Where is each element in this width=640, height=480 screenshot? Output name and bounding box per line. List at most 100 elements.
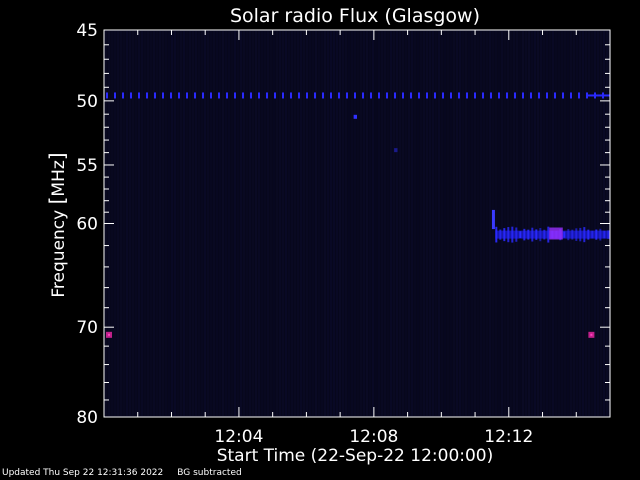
texture-streak (399, 31, 401, 416)
texture-streak (567, 31, 569, 416)
texture-streak (441, 31, 443, 416)
burst-streak (587, 229, 590, 240)
texture-streak (375, 31, 377, 416)
texture-streak (300, 31, 302, 416)
texture-streak (231, 31, 233, 416)
texture-streak (186, 31, 188, 416)
texture-streak (237, 31, 239, 416)
texture-streak (129, 31, 131, 416)
interference-dash (458, 92, 460, 99)
texture-streak (573, 31, 575, 416)
burst-streak (539, 228, 542, 242)
texture-streak (180, 31, 182, 416)
texture-streak (306, 31, 308, 416)
interference-dash (194, 92, 196, 99)
texture-streak (579, 31, 581, 416)
y-axis-label: Frequency [MHz] (45, 152, 69, 297)
interference-dash (474, 92, 476, 99)
burst-streak (575, 228, 578, 241)
texture-streak (561, 31, 563, 416)
texture-streak (495, 31, 497, 416)
burst-streak (571, 229, 574, 240)
interference-dash (530, 92, 532, 99)
texture-streak (456, 31, 458, 416)
texture-streak (330, 31, 332, 416)
texture-streak (351, 31, 353, 416)
texture-streak (333, 31, 335, 416)
burst-streak (535, 229, 538, 240)
texture-streak (189, 31, 191, 416)
texture-streak (549, 31, 551, 416)
interference-dash (442, 92, 444, 99)
texture-streak (114, 31, 116, 416)
interference-dash (402, 92, 404, 99)
texture-streak (246, 31, 248, 416)
interference-dash (138, 92, 140, 99)
texture-streak (486, 31, 488, 416)
x-tick-label: 12:12 (484, 427, 533, 447)
texture-streak (153, 31, 155, 416)
interference-dash (346, 92, 348, 99)
texture-streak (183, 31, 185, 416)
interference-dash (338, 92, 340, 99)
burst-streak (495, 226, 498, 243)
interference-dash (562, 92, 564, 99)
texture-streak (444, 31, 446, 416)
texture-streak (174, 31, 176, 416)
x-tick-label: 12:08 (349, 427, 398, 447)
texture-streak (168, 31, 170, 416)
texture-streak (198, 31, 200, 416)
texture-streak (378, 31, 380, 416)
texture-streak (516, 31, 518, 416)
interference-dash (290, 92, 292, 99)
y-tick-label: 45 (76, 21, 98, 41)
texture-streak (453, 31, 455, 416)
interference-dash (186, 92, 188, 99)
blip-2 (394, 148, 398, 153)
burst-streak (519, 231, 522, 238)
axis-ticks (104, 29, 610, 418)
burst-streak (511, 226, 514, 243)
texture-streak (519, 31, 521, 416)
texture-streak (435, 31, 437, 416)
interference-dash (210, 92, 212, 99)
interference-dash (410, 92, 412, 99)
texture-streak (582, 31, 584, 416)
interference-dash (130, 92, 132, 99)
texture-streak (390, 31, 392, 416)
texture-streak (543, 31, 545, 416)
texture-streak (501, 31, 503, 416)
texture-streak (252, 31, 254, 416)
footer: Updated Thu Sep 22 12:31:36 2022 BG subtr… (2, 468, 242, 478)
texture-streak (462, 31, 464, 416)
blip-1 (353, 114, 357, 119)
texture-streak (507, 31, 509, 416)
interference-dash (378, 92, 380, 99)
texture-streak (357, 31, 359, 416)
texture-streak (525, 31, 527, 416)
texture-streak (324, 31, 326, 416)
texture-streak (387, 31, 389, 416)
texture-streak (447, 31, 449, 416)
texture-streak (345, 31, 347, 416)
texture-streak (141, 31, 143, 416)
texture-streak (540, 31, 542, 416)
burst-streak (503, 228, 506, 242)
y-axis-label-bracket-open: [ (45, 197, 69, 205)
interference-dash (394, 92, 396, 99)
interference-dash (578, 92, 580, 99)
texture-streak (369, 31, 371, 416)
interference-dash (106, 92, 108, 99)
burst-streak (563, 231, 566, 238)
y-tick-label: 60 (76, 215, 98, 235)
interference-dash (570, 92, 572, 99)
texture-streak (393, 31, 395, 416)
texture-streak (417, 31, 419, 416)
texture-streak (192, 31, 194, 416)
texture-streak (471, 31, 473, 416)
texture-streak (366, 31, 368, 416)
texture-streak (282, 31, 284, 416)
interference-dash (122, 92, 124, 99)
texture-streak (489, 31, 491, 416)
interference-dash (554, 92, 556, 99)
